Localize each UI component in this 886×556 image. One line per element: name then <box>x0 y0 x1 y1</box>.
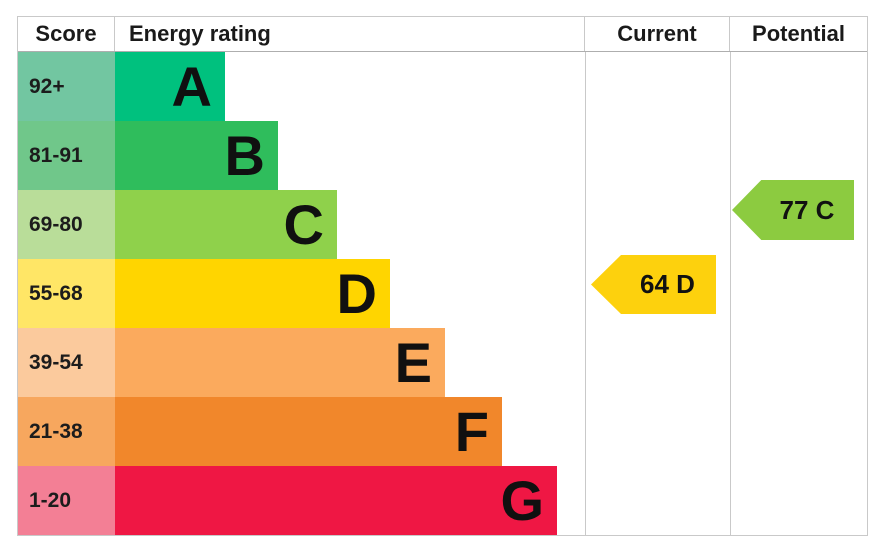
current-column: 64 D <box>585 52 730 535</box>
bands-column: 92+ A 81-91 B 69-80 C 55-68 D 39-54 E <box>18 52 585 535</box>
score-header: Score <box>18 17 115 51</box>
rating-bar-b: B <box>115 121 278 190</box>
score-cell: 55-68 <box>18 259 115 328</box>
potential-rating-label: 77 C <box>779 194 835 225</box>
potential-header: Potential <box>729 17 867 51</box>
band-row-c: 69-80 C <box>18 190 585 259</box>
potential-rating-arrow: 77 C <box>732 180 854 240</box>
current-header: Current <box>584 17 729 51</box>
epc-table: Score Energy rating Current Potential 92… <box>17 16 868 536</box>
score-cell: 69-80 <box>18 190 115 259</box>
current-rating-arrow: 64 D <box>591 255 716 314</box>
header-row: Score Energy rating Current Potential <box>18 17 867 52</box>
band-row-d: 55-68 D <box>18 259 585 328</box>
rating-bar-c: C <box>115 190 337 259</box>
energy-rating-header: Energy rating <box>129 21 271 46</box>
band-row-e: 39-54 E <box>18 328 585 397</box>
rating-bar-g: G <box>115 466 557 535</box>
potential-column: 77 C <box>730 52 868 535</box>
score-cell: 39-54 <box>18 328 115 397</box>
score-cell: 81-91 <box>18 121 115 190</box>
rating-bar-f: F <box>115 397 502 466</box>
chart-body: 92+ A 81-91 B 69-80 C 55-68 D 39-54 E <box>18 52 867 535</box>
rating-bar-d: D <box>115 259 390 328</box>
band-row-g: 1-20 G <box>18 466 585 535</box>
current-rating-label: 64 D <box>640 269 695 299</box>
band-row-a: 92+ A <box>18 52 585 121</box>
rating-bar-e: E <box>115 328 445 397</box>
rating-bar-a: A <box>115 52 225 121</box>
score-cell: 21-38 <box>18 397 115 466</box>
band-row-b: 81-91 B <box>18 121 585 190</box>
score-cell: 1-20 <box>18 466 115 535</box>
score-cell: 92+ <box>18 52 115 121</box>
band-row-f: 21-38 F <box>18 397 585 466</box>
